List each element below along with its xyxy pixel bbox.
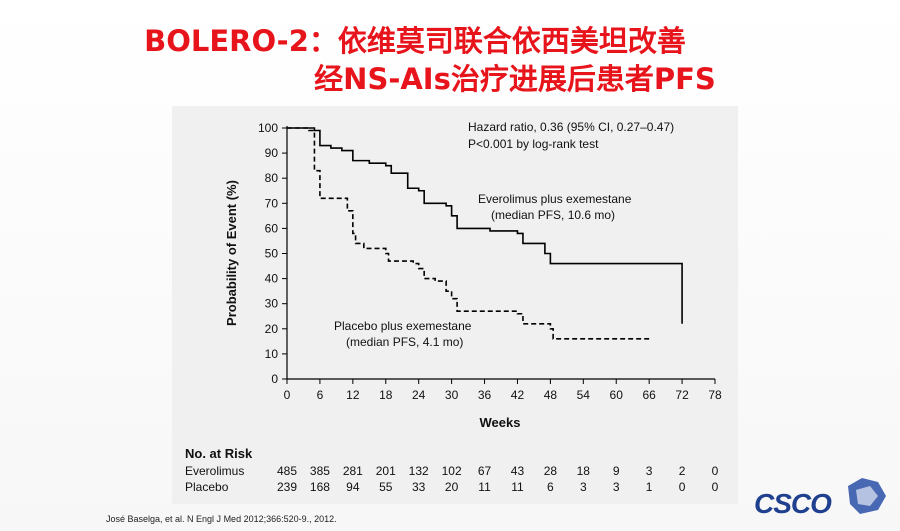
everolimus-curve: [287, 127, 683, 324]
y-axis-label: Probability of Event (%): [224, 180, 239, 326]
y-tick-label: 70: [265, 196, 279, 210]
x-tick-label: 24: [412, 388, 426, 402]
y-tick-label: 90: [265, 146, 279, 160]
x-tick-label: 78: [708, 388, 722, 402]
risk-value: 239: [277, 480, 297, 494]
risk-value: 11: [478, 480, 491, 494]
risk-value: 94: [346, 480, 360, 494]
title-line-1: BOLERO-2：依维莫司联合依西美坦改善: [144, 24, 686, 58]
risk-value: 55: [379, 480, 393, 494]
logo-text: CSCO: [754, 488, 832, 519]
risk-value: 11: [511, 480, 524, 494]
risk-value: 28: [544, 464, 558, 478]
x-tick-label: 60: [610, 388, 624, 402]
risk-value: 3: [580, 480, 587, 494]
placebo-curve: [287, 127, 650, 340]
risk-value: 385: [310, 464, 330, 478]
risk-table-header: No. at Risk: [185, 446, 253, 461]
risk-value: 6: [547, 480, 554, 494]
risk-value: 33: [412, 480, 426, 494]
x-tick-label: 12: [346, 388, 360, 402]
x-tick-label: 6: [317, 388, 324, 402]
slide-title: BOLERO-2：依维莫司联合依西美坦改善 经NS-AIs治疗进展后患者PFS: [0, 22, 900, 98]
x-axis-label: Weeks: [480, 415, 521, 430]
citation: José Baselga, et al. N Engl J Med 2012;3…: [106, 514, 337, 524]
risk-value: 132: [409, 464, 429, 478]
placebo-median-label: (median PFS, 4.1 mo): [346, 335, 463, 349]
risk-row-label: Placebo: [185, 480, 229, 494]
risk-value: 2: [679, 464, 686, 478]
risk-row-label: Everolimus: [185, 464, 244, 478]
risk-value: 67: [478, 464, 492, 478]
risk-value: 0: [712, 480, 719, 494]
y-tick-label: 50: [265, 247, 279, 261]
y-tick-label: 100: [258, 121, 278, 135]
figure-panel: [172, 106, 738, 504]
y-tick-label: 30: [265, 297, 279, 311]
y-tick-label: 10: [265, 347, 279, 361]
risk-value: 201: [376, 464, 396, 478]
x-tick-label: 18: [379, 388, 393, 402]
risk-value: 102: [442, 464, 462, 478]
x-tick-label: 0: [284, 388, 291, 402]
risk-value: 3: [613, 480, 620, 494]
placebo-label: Placebo plus exemestane: [334, 319, 472, 333]
y-tick-label: 60: [265, 221, 279, 235]
risk-value: 3: [646, 464, 653, 478]
x-tick-label: 72: [675, 388, 689, 402]
x-tick-label: 30: [445, 388, 459, 402]
risk-value: 18: [577, 464, 591, 478]
x-tick-label: 42: [511, 388, 525, 402]
risk-value: 9: [613, 464, 620, 478]
x-tick-label: 36: [478, 388, 492, 402]
x-tick-label: 66: [642, 388, 656, 402]
logo-mark-icon: [848, 478, 886, 514]
risk-value: 168: [310, 480, 330, 494]
x-tick-label: 48: [544, 388, 558, 402]
risk-value: 20: [445, 480, 459, 494]
title-line-2: 经NS-AIs治疗进展后患者PFS: [314, 62, 716, 96]
everolimus-label: Everolimus plus exemestane: [478, 192, 632, 206]
risk-value: 0: [712, 464, 719, 478]
risk-value: 1: [646, 480, 653, 494]
y-tick-label: 80: [265, 171, 279, 185]
p-value-text: P<0.001 by log-rank test: [468, 137, 599, 151]
y-tick-label: 0: [271, 372, 278, 386]
risk-value: 281: [343, 464, 363, 478]
hazard-ratio-text: Hazard ratio, 0.36 (95% CI, 0.27–0.47): [468, 120, 674, 134]
csco-logo: CSCO: [752, 474, 892, 520]
y-tick-label: 40: [265, 272, 279, 286]
y-tick-label: 20: [265, 322, 279, 336]
everolimus-median-label: (median PFS, 10.6 mo): [491, 208, 615, 222]
risk-value: 43: [511, 464, 525, 478]
x-tick-label: 54: [577, 388, 591, 402]
risk-value: 485: [277, 464, 297, 478]
risk-value: 0: [679, 480, 686, 494]
